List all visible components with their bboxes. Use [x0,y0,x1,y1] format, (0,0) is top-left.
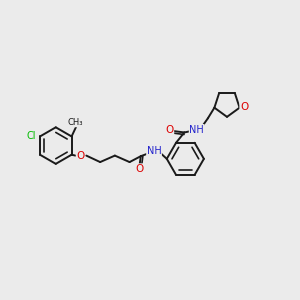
Text: NH: NH [189,124,204,134]
Text: NH: NH [147,146,161,156]
Text: CH₃: CH₃ [68,118,83,127]
Text: O: O [240,102,248,112]
Text: O: O [135,164,143,174]
Text: O: O [76,151,85,160]
Text: O: O [166,125,174,135]
Text: Cl: Cl [27,130,37,141]
